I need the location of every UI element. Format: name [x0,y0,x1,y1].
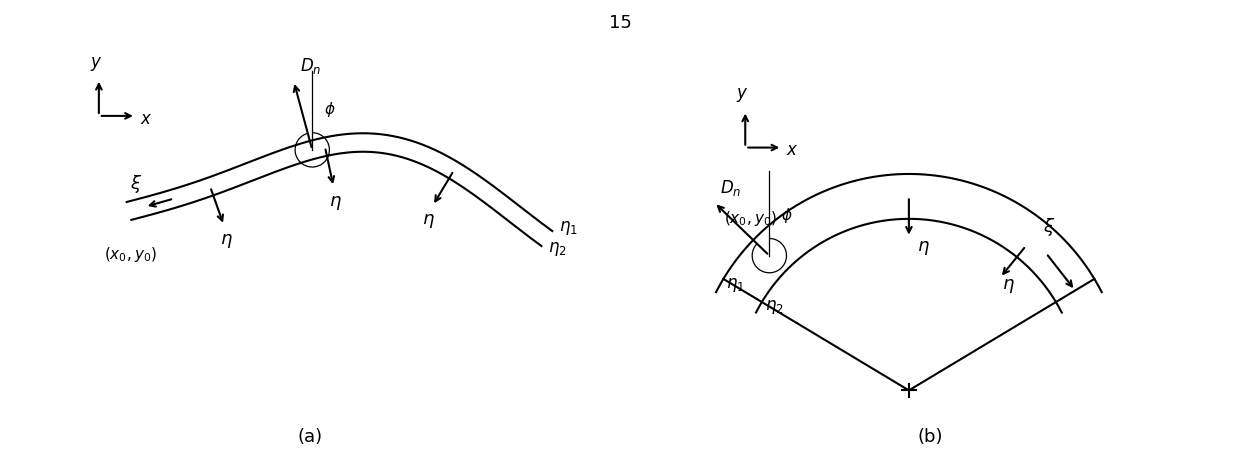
Text: 15: 15 [609,14,631,32]
Text: $\phi$: $\phi$ [324,100,336,119]
Text: $y$: $y$ [737,86,749,104]
Text: (b): (b) [918,428,942,446]
Text: $(x_0, y_0)$: $(x_0, y_0)$ [724,209,777,228]
Text: $x$: $x$ [786,141,799,159]
Text: $\eta_2$: $\eta_2$ [548,240,567,257]
Text: $x$: $x$ [140,110,153,128]
Text: $(x_0, y_0)$: $(x_0, y_0)$ [104,245,157,264]
Text: $\eta_1$: $\eta_1$ [558,219,578,237]
Text: $\xi$: $\xi$ [1043,217,1055,238]
Text: $\xi$: $\xi$ [130,173,143,195]
Text: $\eta$: $\eta$ [916,239,930,257]
Text: $\eta$: $\eta$ [329,194,341,213]
Text: $\eta$: $\eta$ [219,232,233,251]
Text: $\eta$: $\eta$ [1002,277,1014,295]
Text: $\eta_2$: $\eta_2$ [765,298,784,316]
Text: $D_n$: $D_n$ [300,56,321,76]
Text: (a): (a) [298,428,322,446]
Text: $\eta$: $\eta$ [423,212,435,230]
Text: $D_n$: $D_n$ [719,178,742,198]
Text: $\eta_1$: $\eta_1$ [725,276,745,295]
Text: $y$: $y$ [91,55,103,73]
Text: $\phi$: $\phi$ [781,206,792,225]
